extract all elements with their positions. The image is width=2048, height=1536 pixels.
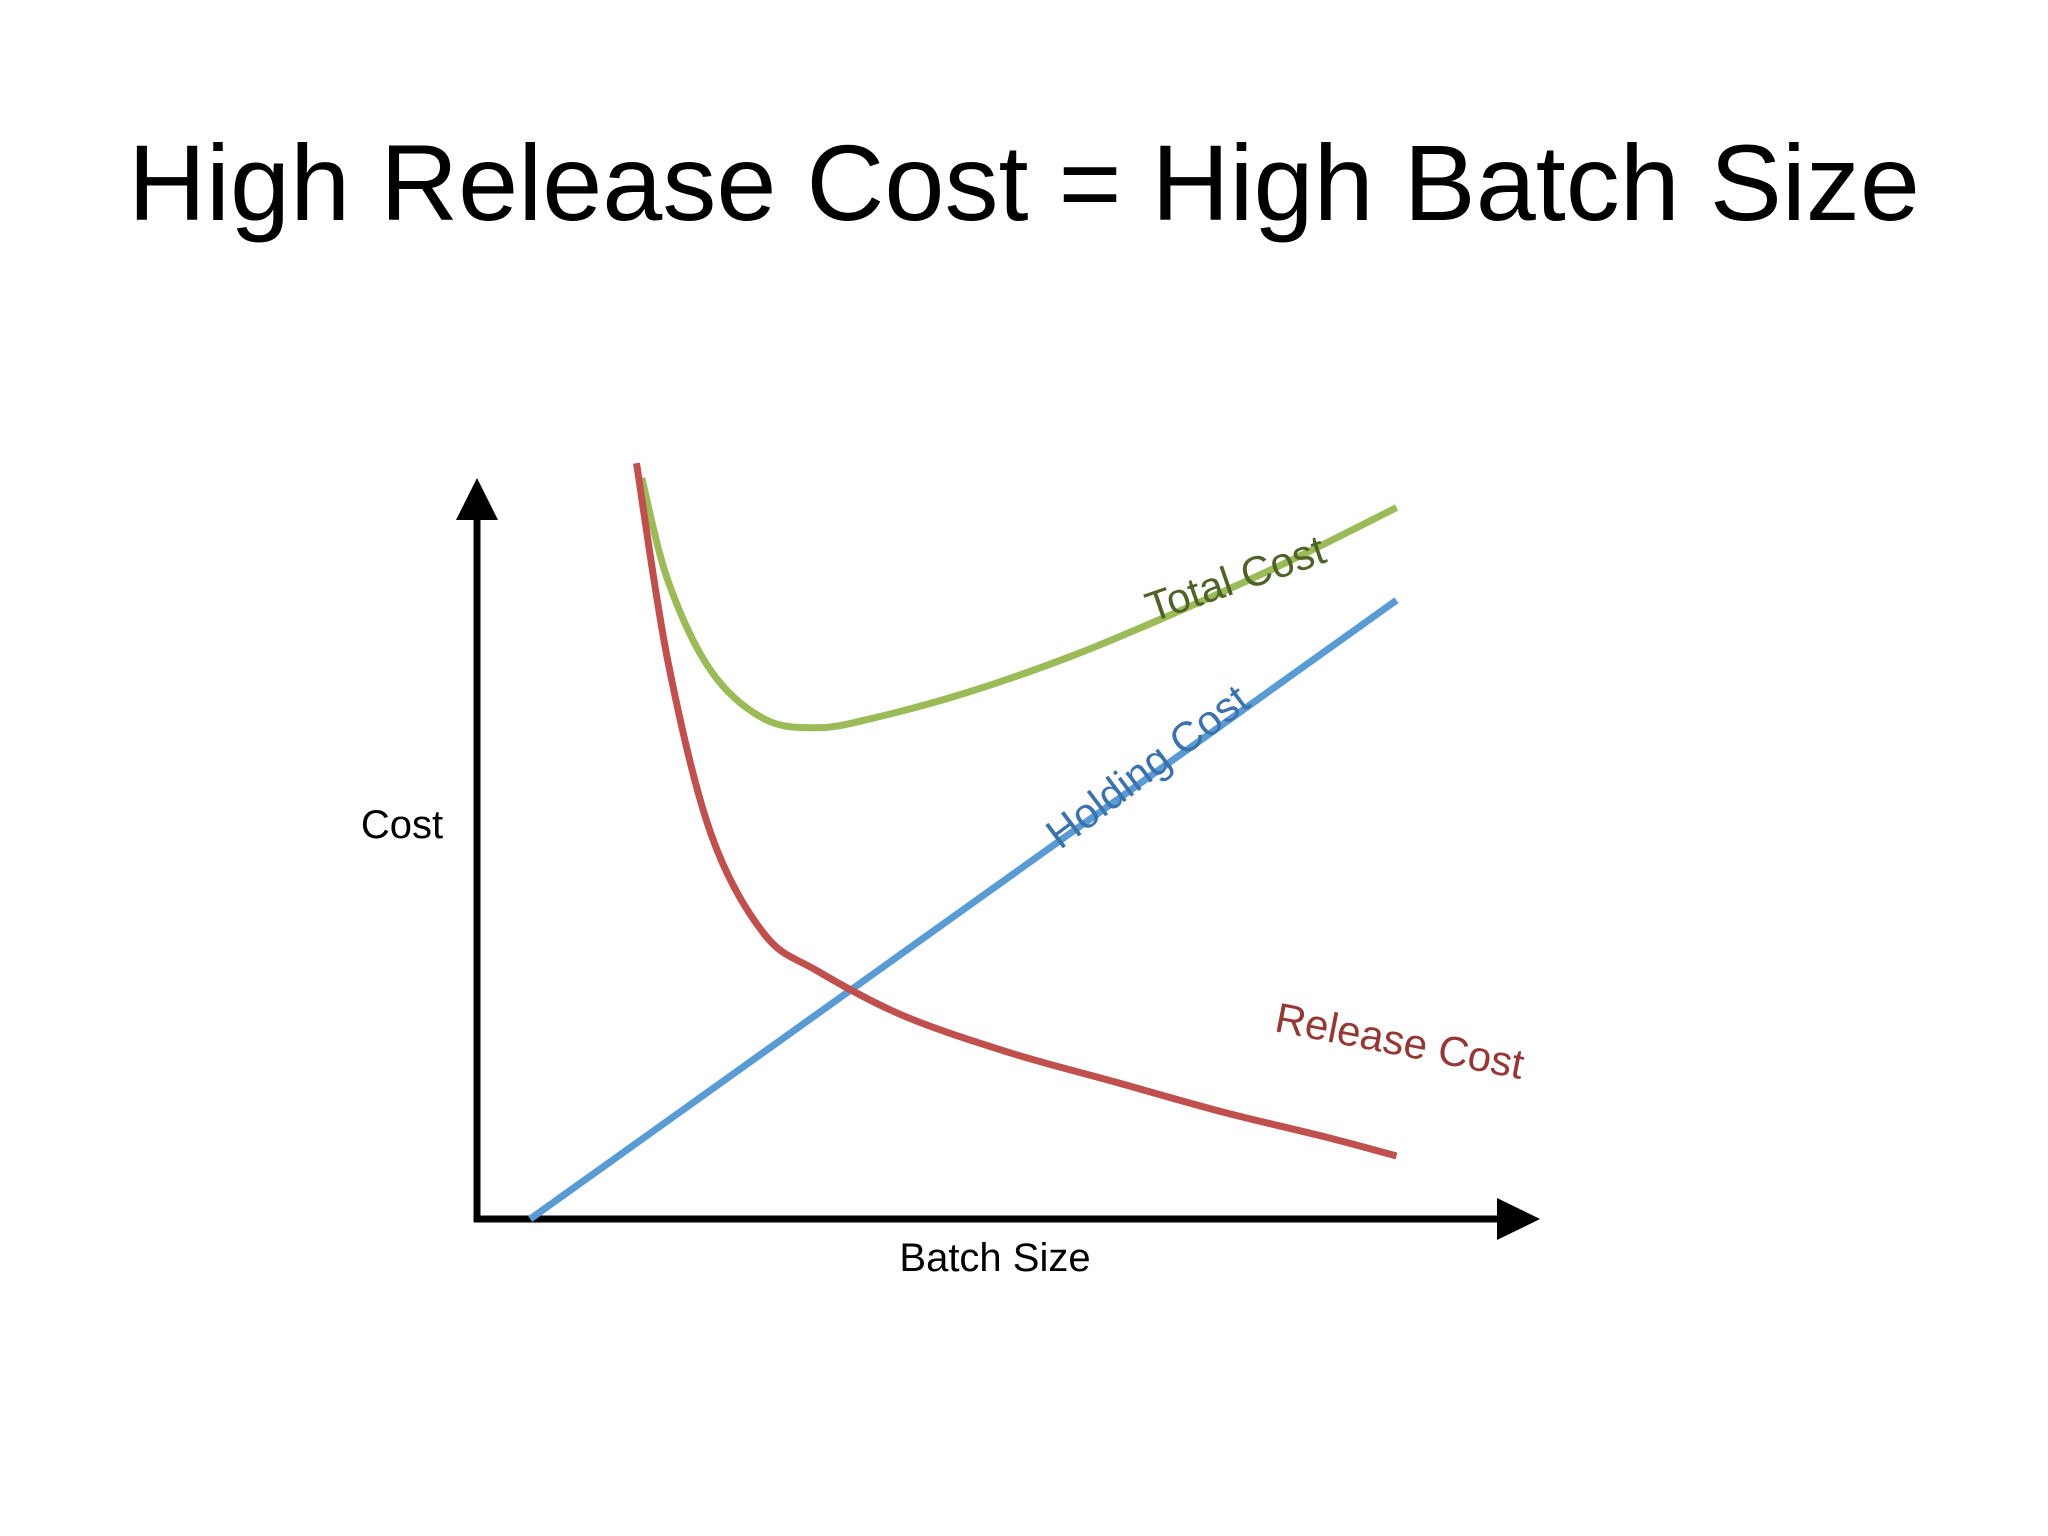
total-cost-label: Total Cost [1139, 526, 1331, 631]
release-cost-label: Release Cost [1272, 994, 1529, 1088]
holding-cost-line [528, 597, 1399, 1222]
x-axis-label: Batch Size [899, 1236, 1090, 1280]
total-cost-line [638, 477, 1399, 732]
y-axis-arrowhead [456, 478, 498, 520]
release-cost-line [633, 462, 1398, 1160]
slide-title: High Release Cost = High Batch Size [128, 122, 1920, 243]
x-axis-arrowhead [1497, 1198, 1540, 1240]
axes: Cost Batch Size [361, 478, 1540, 1280]
holding-cost-label: Holding Cost [1037, 675, 1258, 857]
series-lines [528, 462, 1399, 1222]
series-labels: Total Cost Holding Cost Release Cost [1037, 526, 1528, 1088]
y-axis-label: Cost [361, 803, 443, 847]
